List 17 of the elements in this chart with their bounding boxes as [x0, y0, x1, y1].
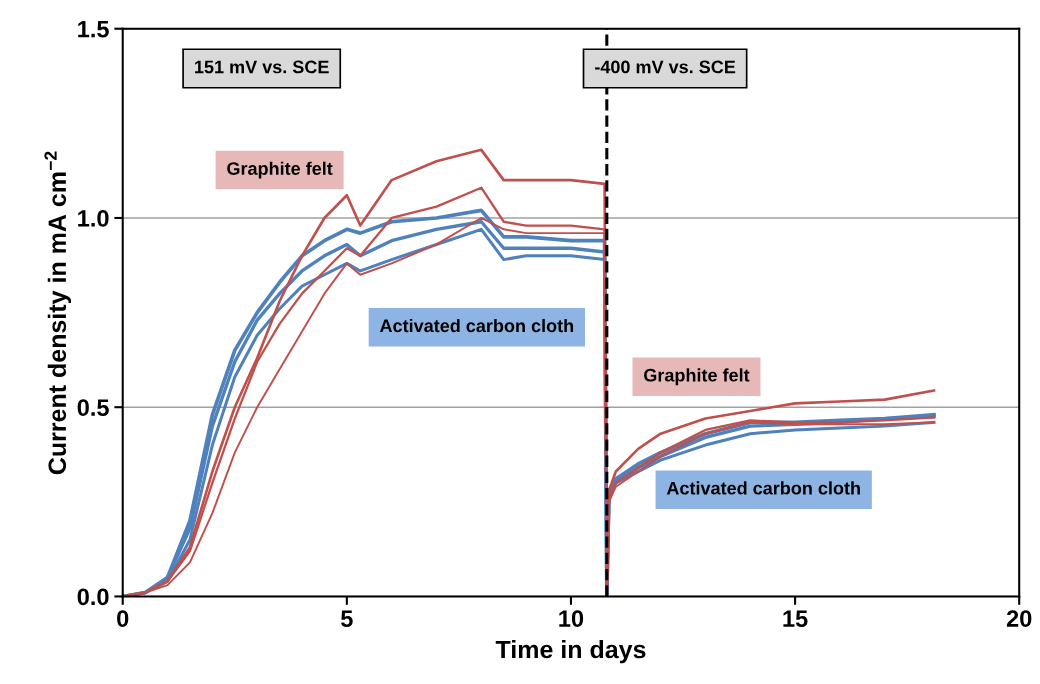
x-tick-label: 10 — [559, 610, 584, 627]
y-tick-label: 0.5 — [77, 399, 109, 416]
x-tick-label: 5 — [341, 610, 353, 627]
annotation: Activated carbon cloth — [379, 318, 574, 333]
x-axis-title: Time in days — [495, 639, 646, 664]
y-tick-label: 1.0 — [78, 210, 109, 227]
y-tick-label: 0.0 — [77, 588, 109, 606]
annotation: 151 mV vs. SCE — [195, 60, 329, 74]
y-axis-title: Current density in mA cm$^{−2}$ — [44, 151, 72, 475]
annotation: Graphite felt — [227, 161, 333, 179]
annotation: Activated carbon cloth — [666, 481, 860, 495]
x-tick-label: 20 — [1006, 610, 1032, 627]
x-tick-label: 15 — [783, 610, 808, 627]
annotation: Graphite felt — [644, 368, 750, 386]
y-tick-label: 1.5 — [78, 21, 109, 38]
annotation: -400 mV vs. SCE — [595, 60, 736, 74]
x-tick-label: 0 — [117, 610, 129, 627]
